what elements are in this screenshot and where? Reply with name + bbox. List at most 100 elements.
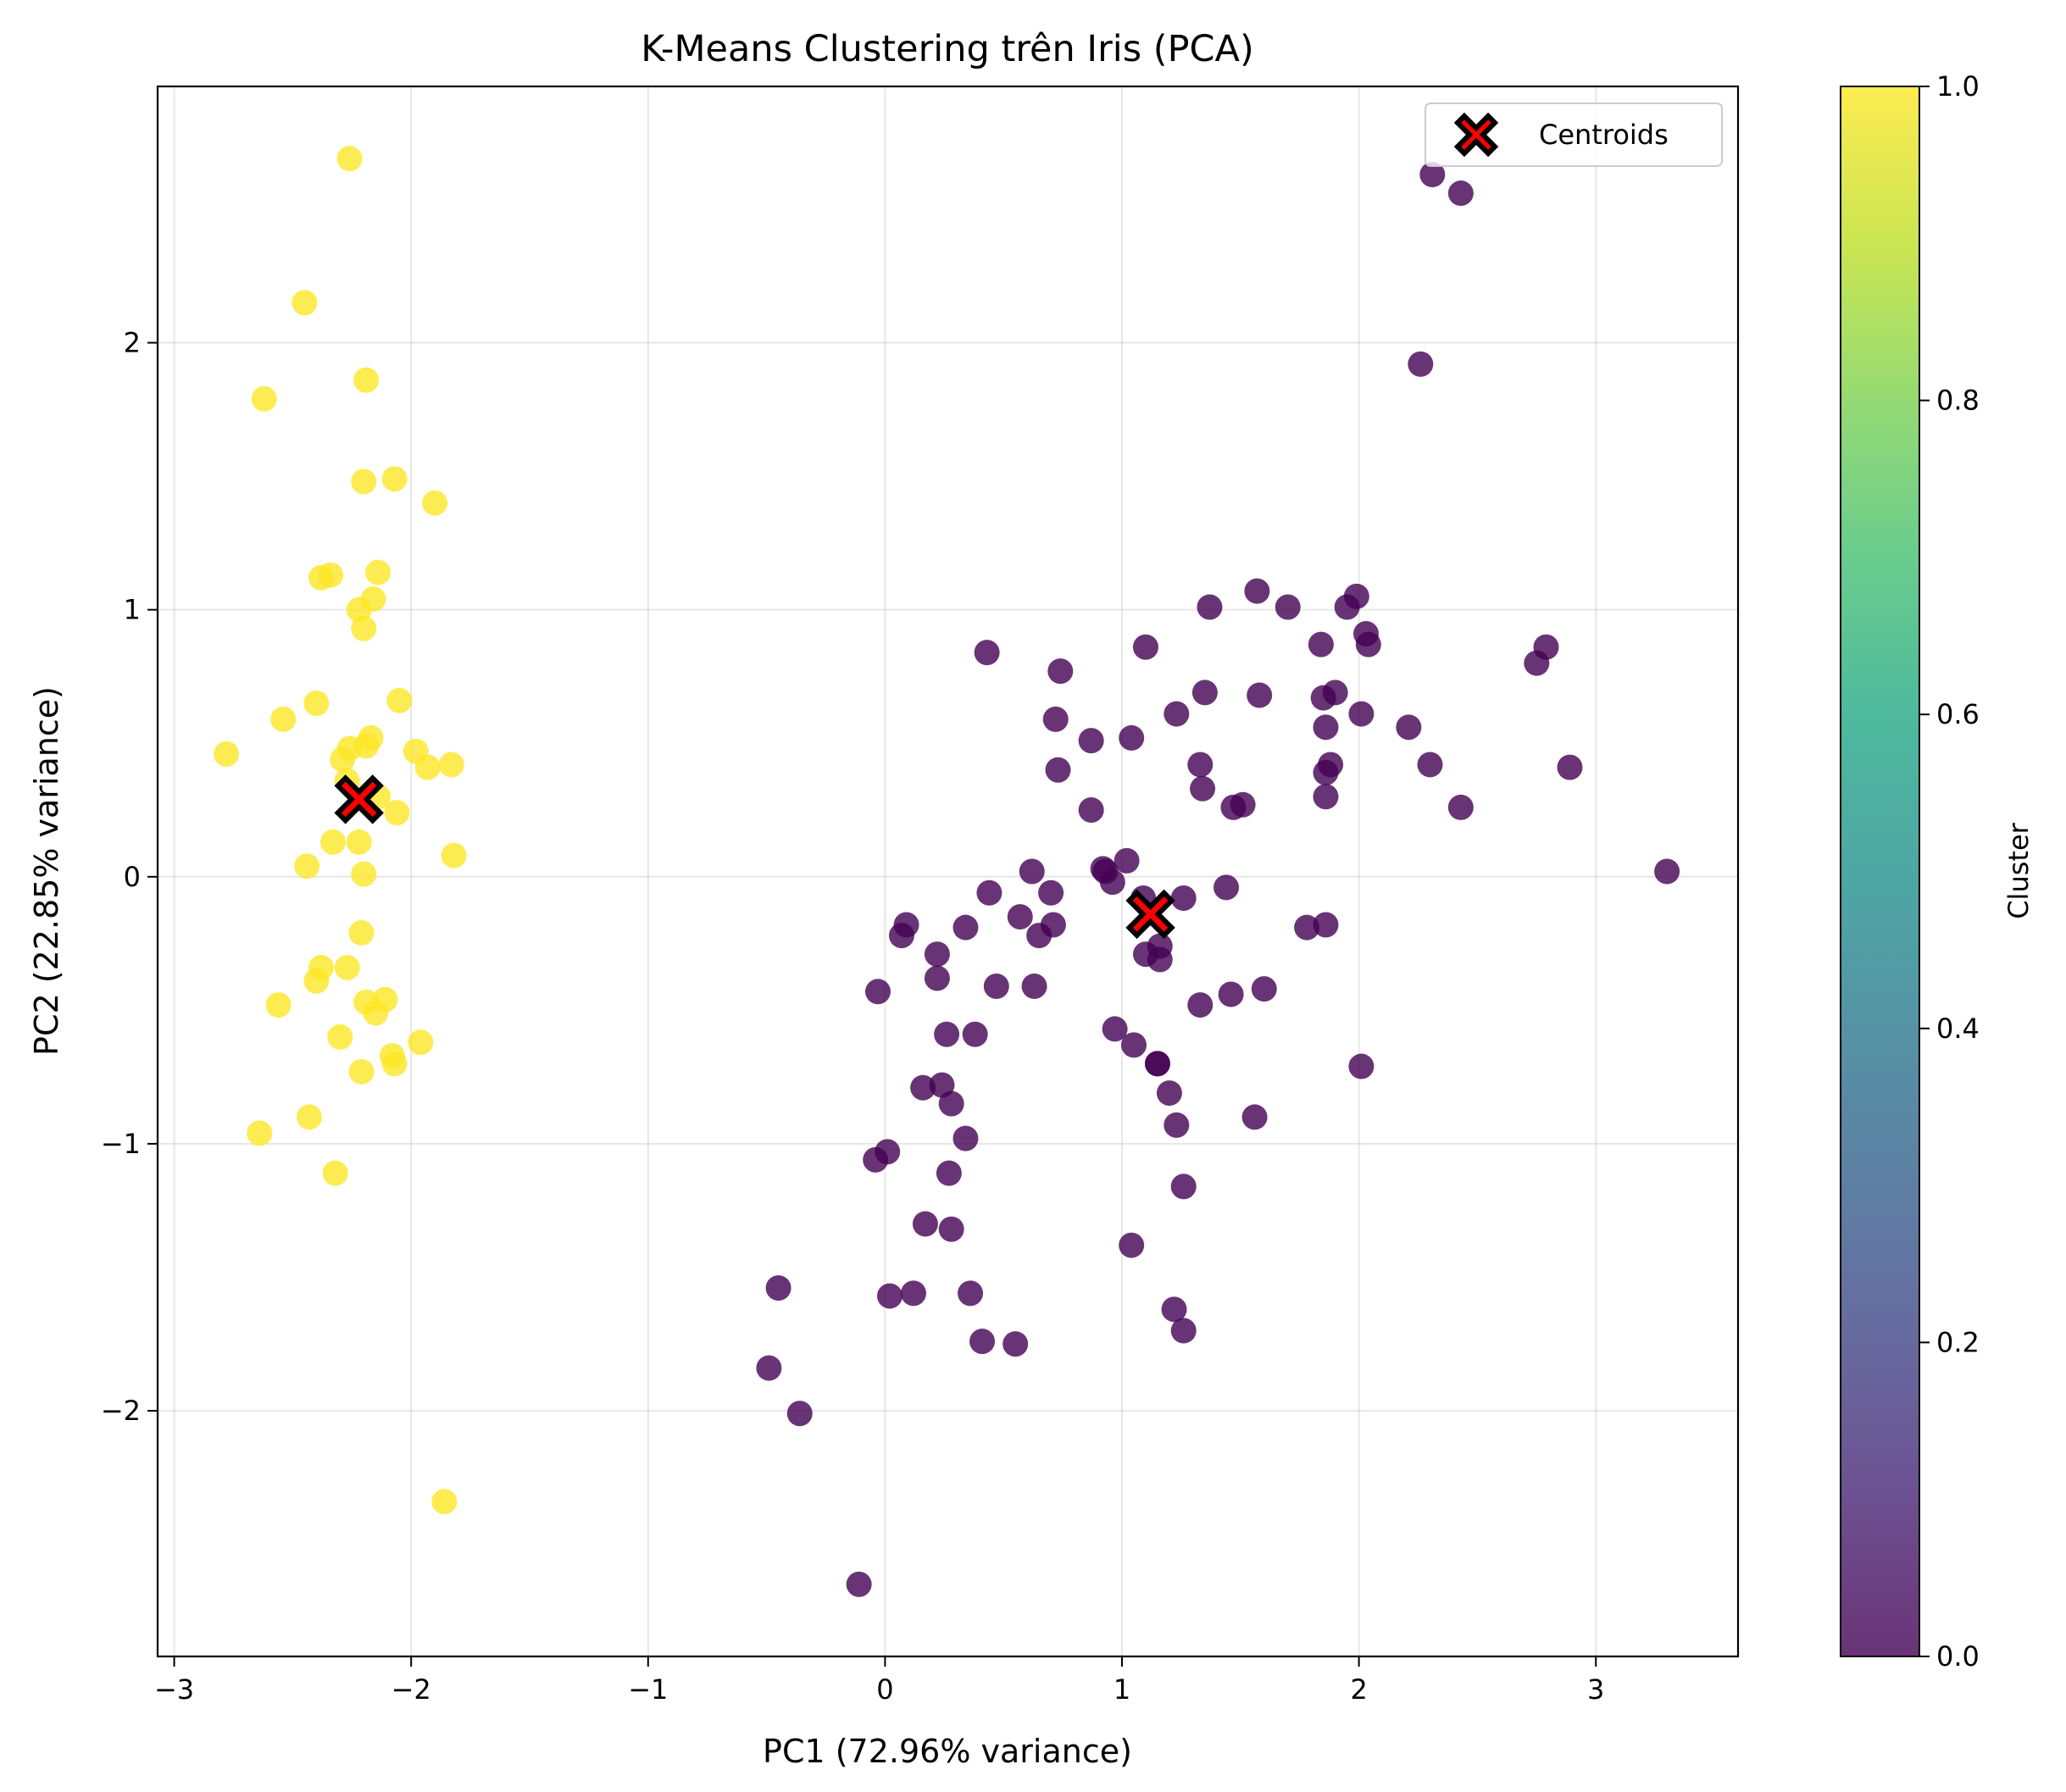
- x-axis-ticks: −3 −2 −1 0 1 2 3: [154, 1656, 1604, 1706]
- data-point-cluster-0: [1120, 1032, 1147, 1058]
- data-point-cluster-1: [351, 861, 377, 887]
- data-point-cluster-1: [353, 367, 380, 393]
- data-point-cluster-1: [294, 853, 320, 879]
- data-point-cluster-0: [969, 1329, 996, 1355]
- colorbar-label: Cluster: [2002, 822, 2035, 918]
- data-point-cluster-0: [1275, 594, 1301, 620]
- centroid-markers: [334, 774, 1175, 940]
- y-tick-label: −2: [101, 1395, 141, 1427]
- data-point-cluster-0: [1447, 794, 1474, 820]
- data-point-cluster-0: [974, 640, 1000, 666]
- data-point-cluster-0: [1310, 685, 1336, 711]
- data-point-cluster-0: [1164, 701, 1190, 727]
- data-point-cluster-0: [1170, 885, 1197, 912]
- data-point-cluster-0: [1132, 634, 1158, 660]
- data-point-cluster-0: [1002, 1331, 1029, 1357]
- data-point-cluster-1: [438, 752, 464, 778]
- data-point-cluster-1: [296, 1104, 322, 1130]
- data-point-cluster-0: [1170, 1173, 1197, 1200]
- data-point-cluster-1: [348, 1058, 375, 1085]
- colorbar-tick-label: 0.8: [1936, 385, 1980, 417]
- data-point-cluster-1: [336, 146, 363, 172]
- legend-box: [1425, 103, 1723, 167]
- grid-lines: [158, 86, 1738, 1656]
- plot-frame: [156, 85, 1740, 1658]
- colorbar-tick-label: 1.0: [1936, 70, 1980, 103]
- data-point-cluster-1: [327, 1024, 353, 1050]
- data-point-cluster-0: [1524, 650, 1550, 676]
- data-point-cluster-0: [1078, 797, 1104, 824]
- data-point-cluster-0: [929, 1072, 955, 1098]
- data-point-cluster-1: [414, 754, 441, 780]
- data-point-cluster-0: [1102, 1016, 1128, 1042]
- colorbar-tick-label: 0.0: [1936, 1640, 1980, 1673]
- data-point-cluster-1: [441, 842, 467, 868]
- data-point-cluster-0: [1119, 724, 1145, 751]
- data-point-cluster-0: [938, 1216, 964, 1242]
- data-point-cluster-1: [353, 733, 380, 759]
- data-point-cluster-0: [865, 979, 891, 1005]
- data-point-cluster-0: [924, 965, 950, 991]
- data-points: [214, 146, 1680, 1597]
- data-point-cluster-0: [958, 1280, 984, 1307]
- x-tick-label: 2: [1350, 1673, 1367, 1706]
- data-point-cluster-0: [938, 1090, 964, 1117]
- data-point-cluster-0: [1187, 992, 1213, 1018]
- data-point-cluster-1: [319, 829, 346, 855]
- data-point-cluster-0: [1114, 847, 1140, 874]
- data-point-cluster-0: [1007, 904, 1033, 930]
- data-point-cluster-0: [756, 1355, 782, 1381]
- data-point-cluster-1: [292, 290, 318, 316]
- data-point-cluster-1: [330, 746, 356, 773]
- data-point-cluster-1: [351, 615, 377, 641]
- data-point-cluster-0: [1334, 594, 1360, 620]
- data-point-cluster-1: [351, 469, 377, 495]
- legend-entry-centroids: Centroids: [1539, 119, 1669, 151]
- data-point-cluster-0: [1244, 578, 1270, 604]
- data-point-cluster-0: [1348, 701, 1375, 727]
- data-point-cluster-0: [936, 1160, 962, 1186]
- data-point-cluster-0: [1191, 680, 1218, 706]
- data-point-cluster-1: [381, 466, 408, 492]
- y-tick-label: 2: [124, 327, 141, 359]
- centroid-marker: [1125, 889, 1175, 940]
- y-axis-ticks: −2 −1 0 1 2: [101, 327, 158, 1427]
- data-point-cluster-0: [1021, 974, 1047, 1000]
- data-point-cluster-0: [1241, 1104, 1268, 1130]
- data-point-cluster-1: [322, 1160, 348, 1186]
- y-tick-label: 1: [124, 594, 141, 626]
- data-point-cluster-1: [360, 586, 386, 613]
- data-point-cluster-1: [365, 559, 392, 585]
- data-point-cluster-0: [786, 1401, 813, 1427]
- data-point-cluster-0: [1038, 879, 1064, 906]
- data-point-cluster-0: [1313, 912, 1339, 938]
- y-tick-label: 0: [124, 861, 141, 893]
- data-point-cluster-0: [846, 1571, 872, 1597]
- colorbar-gradient: [1841, 86, 1919, 1656]
- data-point-cluster-0: [1417, 752, 1443, 778]
- legend: Centroids: [1425, 103, 1723, 167]
- data-point-cluster-0: [924, 941, 950, 968]
- data-point-cluster-0: [1251, 976, 1277, 1002]
- data-point-cluster-0: [1408, 351, 1434, 377]
- data-point-cluster-0: [765, 1275, 791, 1301]
- data-point-cluster-1: [303, 968, 330, 994]
- data-point-cluster-0: [1197, 594, 1223, 620]
- x-axis-label: PC1 (72.96% variance): [763, 1733, 1132, 1770]
- data-point-cluster-0: [1447, 180, 1474, 207]
- data-point-cluster-0: [1190, 775, 1216, 802]
- data-point-cluster-0: [1213, 874, 1240, 901]
- legend-centroid-x: [1453, 112, 1499, 158]
- data-point-cluster-1: [386, 687, 413, 713]
- colorbar-tick-label: 0.4: [1936, 1013, 1980, 1045]
- data-point-cluster-0: [934, 1021, 960, 1047]
- data-point-cluster-0: [876, 1283, 902, 1309]
- data-point-cluster-1: [348, 919, 375, 946]
- chart-title: K-Means Clustering trên Iris (PCA): [641, 28, 1253, 70]
- data-point-cluster-0: [1294, 914, 1320, 940]
- x-tick-label: 3: [1587, 1673, 1604, 1706]
- colorbar-tick-label: 0.6: [1936, 698, 1980, 730]
- data-point-cluster-0: [952, 1125, 979, 1151]
- data-point-cluster-0: [1654, 858, 1680, 885]
- data-point-cluster-1: [422, 490, 448, 516]
